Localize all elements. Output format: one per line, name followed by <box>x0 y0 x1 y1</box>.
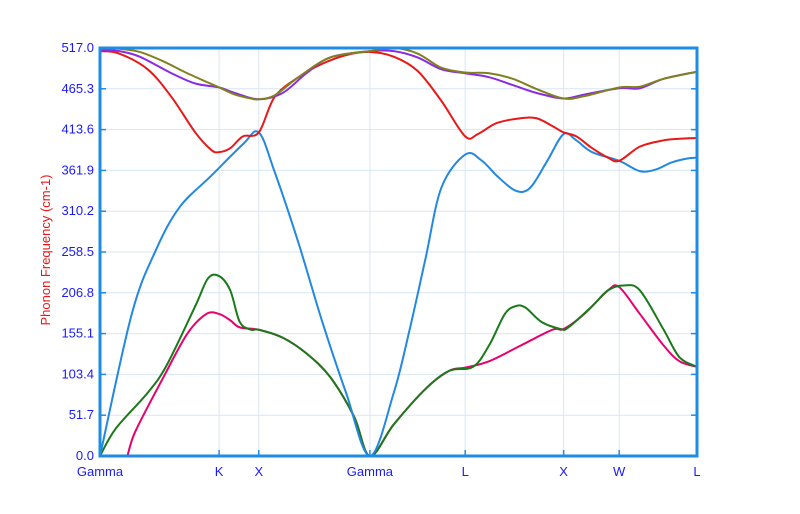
y-tick-label: 413.6 <box>61 122 94 137</box>
x-tick-label: L <box>462 464 469 479</box>
x-tick-label: W <box>613 464 626 479</box>
y-tick-label: 465.3 <box>61 81 94 96</box>
x-tick-label: Gamma <box>347 464 394 479</box>
y-tick-label: 155.1 <box>61 326 94 341</box>
phonon-branch-6 <box>100 48 697 101</box>
y-tick-label: 206.8 <box>61 285 94 300</box>
phonon-branch-5 <box>100 48 697 101</box>
phonon-branch-4 <box>100 50 697 163</box>
y-axis-label: Phonon Frequency (cm-1) <box>38 174 53 325</box>
y-tick-label: 310.2 <box>61 203 94 218</box>
x-tick-label: K <box>215 464 224 479</box>
ticks <box>99 47 698 457</box>
y-tick-label: 517.0 <box>61 40 94 55</box>
y-tick-label: 103.4 <box>61 366 94 381</box>
x-tick-label: X <box>254 464 263 479</box>
y-tick-label: 258.5 <box>61 244 94 259</box>
x-tick-label: L <box>693 464 700 479</box>
x-tick-label: Gamma <box>77 464 124 479</box>
series-layer <box>100 48 697 456</box>
y-tick-label: 0.0 <box>76 448 94 463</box>
phonon-branch-3 <box>100 130 697 456</box>
grid <box>100 47 697 457</box>
x-tick-label: X <box>559 464 568 479</box>
y-tick-label: 361.9 <box>61 162 94 177</box>
tick-labels: 0.0 51.7 103.4 155.1 206.8 258.5 310.2 361.9 413… <box>61 40 700 479</box>
phonon-branch-2 <box>100 273 697 456</box>
y-tick-label: 51.7 <box>69 407 94 422</box>
